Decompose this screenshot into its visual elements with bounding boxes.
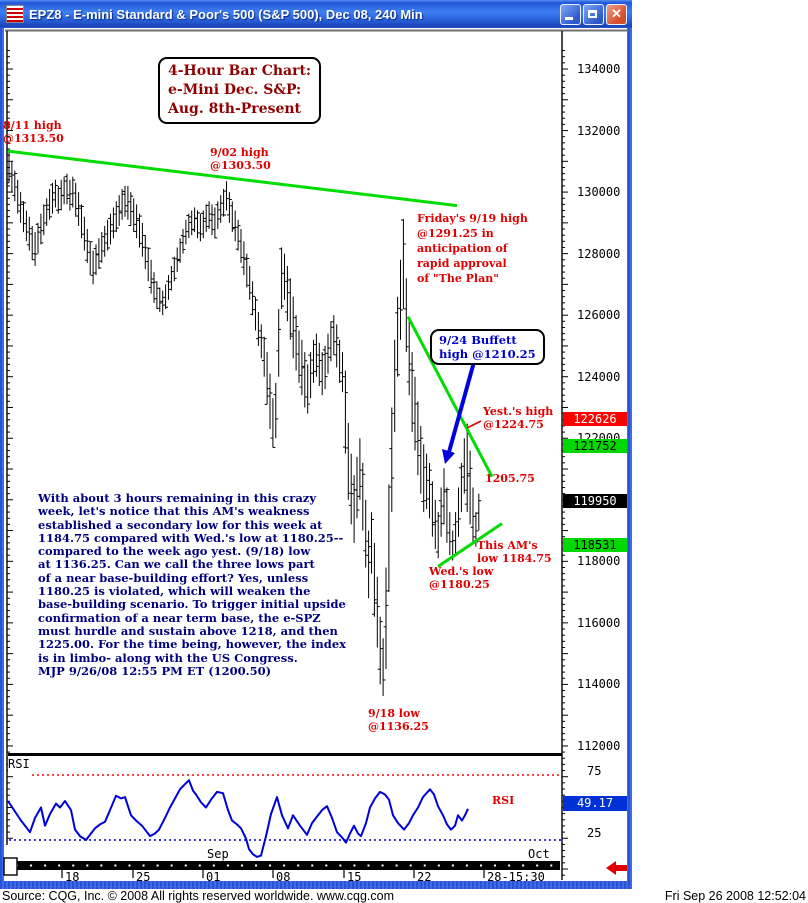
chart-title-box: 4-Hour Bar Chart: e-Mini Dec. S&P: Aug. … [158, 57, 322, 124]
price-level-badge: 121752 [563, 438, 627, 453]
annotation-friday-high: Friday's 9/19 high @1291.25 in anticipat… [417, 212, 528, 285]
price-axis-label: 132000 [577, 123, 621, 138]
annotation-buffett-high: 9/24 Buffett high @1210.25 [430, 329, 545, 365]
annotation-yest-high: Yest.'s high @1224.75 [483, 405, 554, 431]
chart-canvas [3, 29, 627, 880]
annotation-1205: 1205.75 [485, 472, 535, 485]
annotation-wed-low: Wed.'s low @1180.25 [429, 565, 494, 591]
price-axis-label: 126000 [577, 308, 621, 323]
scroll-left-arrow-icon[interactable] [606, 861, 627, 875]
price-axis-label: 128000 [577, 246, 621, 261]
window-titlebar[interactable]: EPZ8 - E-mini Standard & Poor's 500 (S&P… [0, 0, 632, 28]
app-icon [6, 5, 24, 23]
time-axis-label: 25 [136, 870, 151, 884]
footer-datetime: Fri Sep 26 2008 12:52:04 [664, 889, 806, 903]
time-axis-label: 28-15:30 [487, 870, 545, 884]
annotation-918-low: 9/18 low @1136.25 [368, 707, 429, 733]
price-axis-label: 116000 [577, 615, 621, 630]
time-axis-label: 15 [347, 870, 362, 884]
price-level-badge: 118531 [563, 537, 627, 552]
commentary-text: With about 3 hours remaining in this cra… [38, 491, 347, 678]
price-axis-label: 114000 [577, 677, 621, 692]
price-axis-label: 124000 [577, 369, 621, 384]
rsi-value-badge: 49.17 [563, 796, 627, 811]
time-axis-month-label: Sep [207, 847, 229, 861]
price-axis-label: 118000 [577, 554, 621, 569]
footer-source: Source: CQG, Inc. © 2008 All rights rese… [2, 889, 395, 903]
chart-client-area [4, 28, 627, 881]
rsi-panel-label: RSI [8, 757, 32, 771]
time-axis-label: 01 [206, 870, 221, 884]
rsi-upper-band-label: 75 [587, 764, 602, 778]
annotation-811-high: 8/11 high @1313.50 [3, 119, 64, 145]
rsi-series-label: RSI [492, 794, 515, 807]
price-axis-label: 130000 [577, 185, 621, 200]
maximize-icon [588, 9, 597, 18]
time-axis-label: 08 [276, 870, 291, 884]
price-level-badge: 122626 [563, 411, 627, 426]
price-axis-label: 134000 [577, 62, 621, 76]
close-icon: ✕ [611, 5, 622, 21]
maximize-button[interactable] [583, 3, 604, 25]
price-axis-label: 112000 [577, 738, 621, 753]
close-button[interactable]: ✕ [606, 3, 627, 25]
time-scrollbar-thumb[interactable] [3, 857, 18, 876]
minimize-button[interactable] [560, 3, 581, 25]
chart-window: EPZ8 - E-mini Standard & Poor's 500 (S&P… [0, 0, 632, 889]
annotation-am-low: This AM's low 1184.75 [477, 539, 552, 565]
annotation-902-high: 9/02 high @1303.50 [210, 146, 271, 172]
time-axis-label: 22 [417, 870, 432, 884]
window-title: EPZ8 - E-mini Standard & Poor's 500 (S&P… [29, 6, 423, 22]
time-axis-month-label: Oct [528, 847, 550, 861]
price-level-badge: 119950 [563, 494, 627, 509]
rsi-lower-band-label: 25 [587, 826, 602, 840]
time-axis-label: 18 [65, 870, 80, 884]
minimize-icon [565, 16, 573, 20]
